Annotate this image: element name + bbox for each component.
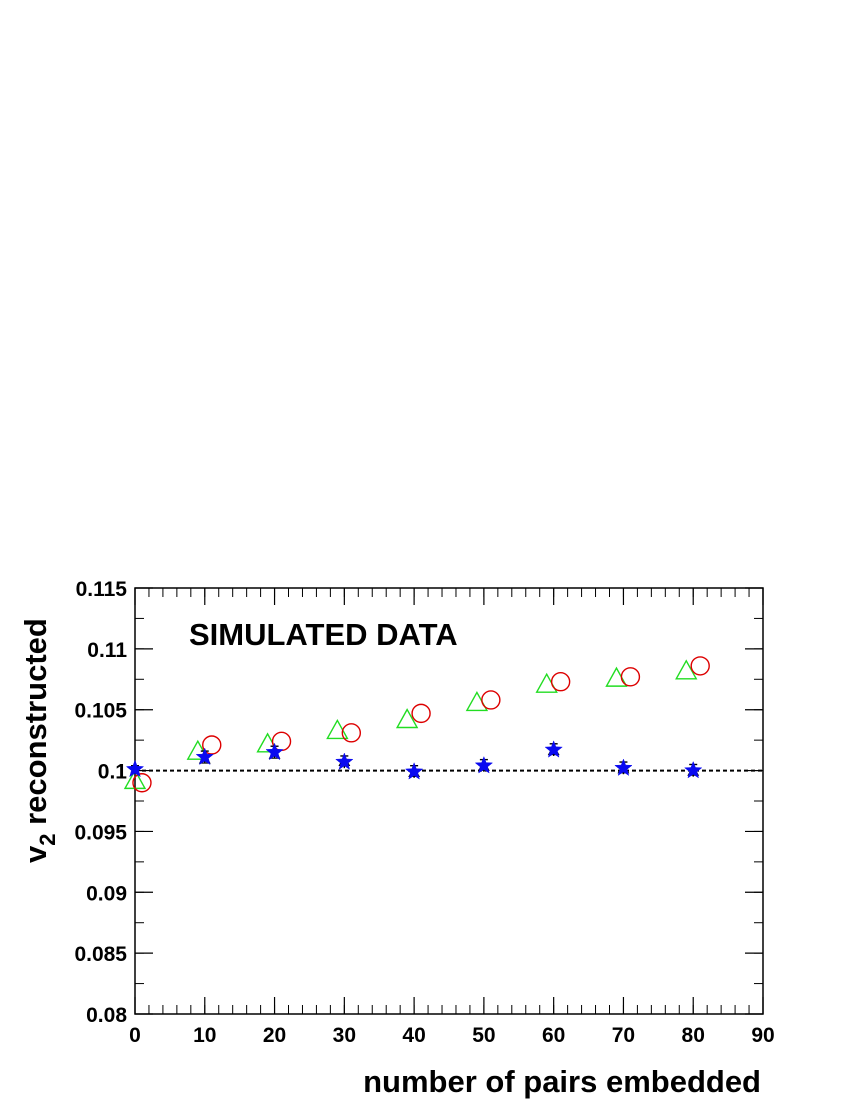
x-tick-label: 70 xyxy=(612,1024,635,1047)
circle-marker xyxy=(411,703,431,724)
star-marker xyxy=(265,742,284,761)
y-tick-label: 0.08 xyxy=(86,1004,127,1027)
star-marker xyxy=(683,760,703,779)
circle-marker xyxy=(202,735,222,755)
triangle-marker xyxy=(186,739,209,760)
y-tick-label: 0.11 xyxy=(87,639,127,662)
chart-annotation: SIMULATED DATA xyxy=(189,617,458,652)
x-tick-label: 20 xyxy=(263,1024,286,1047)
y-tick-label: 0.095 xyxy=(74,821,127,844)
x-tick-label: 60 xyxy=(542,1024,565,1047)
y-tick-labels: 0.08 0.085 0.09 0.095 0.1 0.105 0.11 0.115 xyxy=(74,578,127,1027)
star-marker xyxy=(614,758,633,776)
y-tick-label: 0.115 xyxy=(76,578,128,601)
circle-marker xyxy=(550,672,571,692)
y-tick-label: 0.09 xyxy=(86,882,127,905)
major-ticks xyxy=(134,587,764,1015)
y-tick-label: 0.1 xyxy=(98,761,128,784)
y-axis-title-rest: reconstructed xyxy=(18,618,53,833)
y-tick-label: 0.085 xyxy=(74,943,127,966)
star-marker xyxy=(125,759,145,778)
triangle-marker xyxy=(326,719,349,740)
circle-marker xyxy=(132,773,152,793)
x-tick-label: 10 xyxy=(193,1024,216,1047)
star-marker xyxy=(404,762,424,780)
circle-marker xyxy=(690,656,710,676)
triangle-marker xyxy=(395,708,419,729)
x-tick-label: 30 xyxy=(333,1024,356,1047)
circle-marker xyxy=(481,690,501,710)
triangle-marker xyxy=(675,659,698,680)
y-axis-title-main: v xyxy=(18,845,53,863)
x-axis-title: number of pairs embedded xyxy=(363,1064,761,1099)
y-axis-title: v2 reconstructed xyxy=(18,618,60,863)
x-tick-label: 0 xyxy=(129,1024,141,1047)
x-tick-label: 80 xyxy=(682,1024,705,1047)
circle-marker xyxy=(341,723,362,743)
x-tick-labels: 0 10 20 30 40 50 60 70 80 90 xyxy=(129,1024,775,1047)
circle-marker xyxy=(620,667,641,687)
star-marker xyxy=(195,747,215,766)
x-tick-label: 40 xyxy=(402,1024,425,1047)
star-marker xyxy=(474,755,494,774)
y-tick-label: 0.105 xyxy=(74,700,127,723)
star-marker xyxy=(544,740,563,758)
x-tick-label: 50 xyxy=(472,1024,495,1047)
star-marker xyxy=(335,752,354,770)
y-axis-title-subscript: 2 xyxy=(35,834,60,846)
data-markers xyxy=(123,656,710,793)
x-tick-label: 90 xyxy=(751,1024,774,1047)
